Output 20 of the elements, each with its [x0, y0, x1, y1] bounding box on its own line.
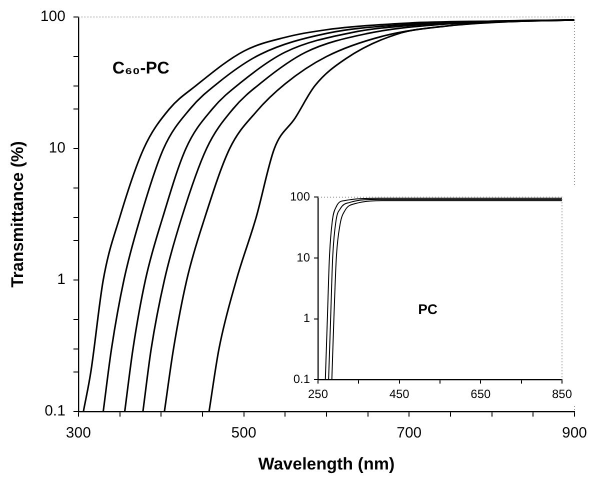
y-tick-label: 1	[57, 271, 66, 288]
x-tick-label: 850	[552, 387, 572, 402]
x-axis-title: Wavelength (nm)	[258, 454, 395, 474]
y-tick-label: 10	[296, 250, 310, 264]
y-tick-label: 0.1	[293, 372, 310, 386]
x-tick-label: 450	[389, 387, 410, 402]
y-tick-label: 100	[290, 190, 310, 204]
x-tick-label: 900	[562, 424, 587, 442]
y-tick-label: 100	[40, 8, 66, 26]
x-tick-label: 700	[396, 424, 422, 442]
y-tick-label: 10	[48, 140, 66, 157]
x-tick-label: 500	[231, 424, 256, 442]
x-tick-label: 650	[470, 387, 491, 402]
annotation: PC	[418, 301, 438, 318]
y-tick-label: 0.1	[44, 402, 66, 420]
x-tick-label: 250	[308, 387, 328, 402]
y-tick-label: 1	[303, 311, 310, 326]
x-tick-label: 300	[66, 424, 91, 442]
annotation: C₆₀-PC	[112, 58, 170, 78]
y-axis-title: Transmittance (%)	[8, 141, 27, 288]
